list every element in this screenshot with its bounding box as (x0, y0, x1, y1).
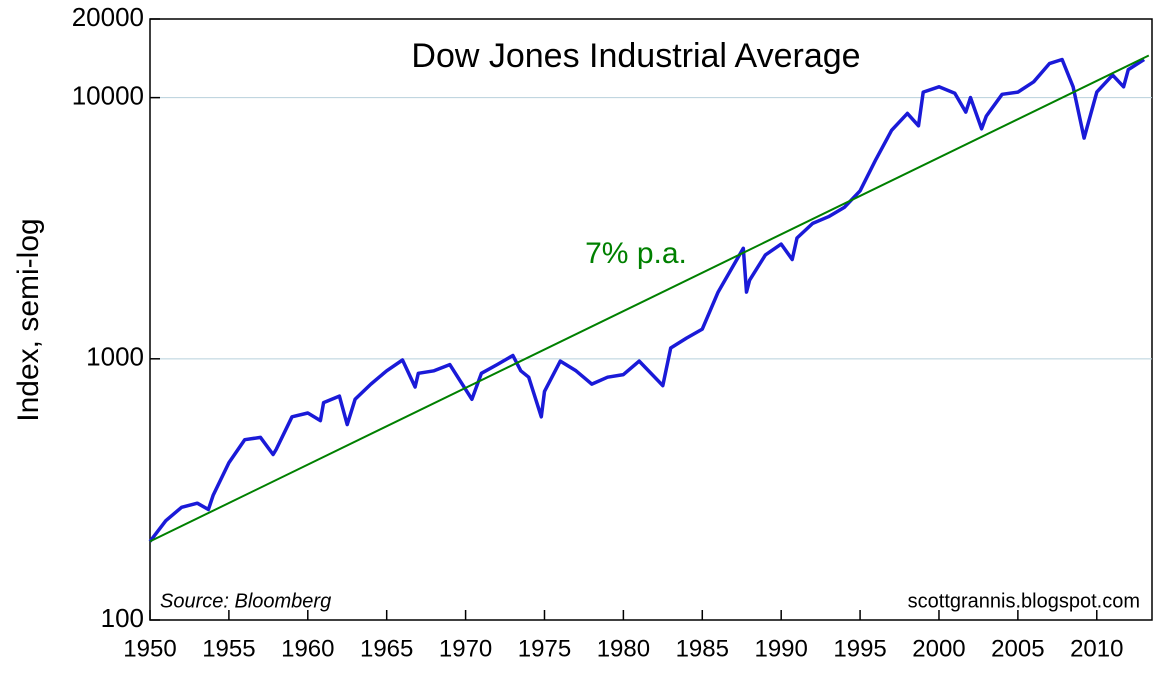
x-tick-label: 1965 (360, 635, 413, 662)
x-tick-label: 1980 (597, 635, 650, 662)
x-tick-label: 1960 (281, 635, 334, 662)
x-tick-label: 1990 (754, 635, 807, 662)
x-tick-label: 1985 (676, 635, 729, 662)
y-tick-label: 10000 (72, 81, 144, 111)
source: Source: Bloomberg (160, 590, 331, 612)
x-tick-label: 1970 (439, 635, 492, 662)
x-tick-label: 1950 (123, 635, 176, 662)
y-axis-label: Index, semi-log (12, 218, 45, 421)
trend-line (149, 54, 1150, 543)
annotation: 7% p.a. (585, 237, 687, 270)
y-tick-label: 1000 (86, 342, 144, 372)
credit: scottgrannis.blogspot.com (908, 590, 1140, 612)
x-tick-label: 1995 (833, 635, 886, 662)
plot-frame (149, 18, 1153, 621)
x-tick-label: 2010 (1070, 635, 1123, 662)
chart-title: Dow Jones Industrial Average (411, 37, 860, 75)
x-tick-label: 2005 (991, 635, 1044, 662)
x-tick-label: 1955 (202, 635, 255, 662)
data-line (148, 57, 1146, 543)
y-tick-label: 100 (101, 603, 144, 633)
y-tick-label: 20000 (72, 2, 144, 32)
x-tick-label: 2000 (912, 635, 965, 662)
x-tick-label: 1975 (518, 635, 571, 662)
